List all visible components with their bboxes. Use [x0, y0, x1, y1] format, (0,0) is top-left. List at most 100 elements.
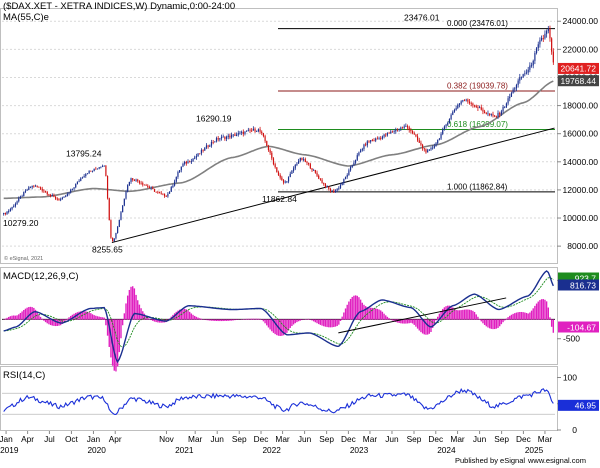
macd-histogram-bar: [229, 319, 231, 321]
candle-body: [537, 44, 539, 49]
macd-histogram-bar: [39, 316, 42, 320]
candle-body: [135, 179, 137, 181]
macd-histogram-bar: [157, 319, 159, 323]
macd-histogram-bar: [329, 319, 332, 328]
candle-body: [338, 187, 340, 189]
candle-body: [244, 131, 246, 134]
candle-body: [410, 129, 412, 132]
macd-histogram-bar: [343, 312, 345, 320]
candle-body: [195, 156, 197, 158]
candle-body: [199, 153, 201, 155]
candle-body: [210, 142, 213, 146]
candle-body: [432, 147, 434, 149]
macd-histogram-bar: [425, 319, 427, 335]
macd-histogram-bar: [115, 319, 117, 372]
candle-body: [442, 129, 444, 134]
macd-histogram-bar: [182, 308, 184, 320]
candle-body: [48, 194, 50, 196]
candle-body: [232, 134, 234, 136]
price-y-tick-label: 14000.00: [563, 157, 599, 167]
candle-body: [160, 192, 162, 194]
macd-histogram-bar: [334, 319, 337, 327]
candle-body: [492, 114, 494, 116]
macd-histogram-bar: [408, 319, 410, 324]
macd-histogram-bar: [380, 310, 382, 320]
macd-histogram-bar: [388, 318, 390, 320]
candle-body: [168, 191, 171, 194]
macd-histogram-bar: [135, 294, 137, 320]
macd-histogram-bar: [495, 319, 498, 329]
candle-body: [499, 112, 501, 115]
candle-body: [524, 73, 526, 75]
macd-histogram-bar: [106, 319, 109, 336]
candle-body: [3, 213, 5, 214]
macd-histogram-bar: [410, 319, 412, 323]
candle-body: [222, 136, 224, 138]
candle-body: [56, 198, 58, 200]
candle-body: [29, 187, 32, 189]
candle-body: [484, 111, 486, 114]
candle-body: [500, 111, 502, 115]
macd-histogram-bar: [465, 309, 467, 320]
macd-histogram-bar: [514, 313, 516, 320]
x-month-label: Dec: [516, 434, 531, 444]
x-year-label: 2023: [350, 445, 369, 455]
macd-histogram-bar: [510, 314, 513, 320]
macd-histogram-bar: [480, 319, 482, 322]
macd-histogram-bar: [363, 304, 365, 320]
candle-body: [214, 141, 216, 143]
price-y-tick-label: 16000.00: [563, 129, 599, 139]
footer-esignal-link[interactable]: www.esignal.com: [527, 456, 586, 465]
candle-body: [363, 144, 365, 150]
macd-histogram-bar: [116, 319, 119, 367]
candle-body: [343, 179, 345, 183]
x-year-label: 2025: [525, 445, 544, 455]
macd-histogram-bar: [269, 319, 271, 330]
candle-body: [520, 76, 523, 78]
macd-histogram-bar: [18, 314, 20, 320]
candle-body: [261, 131, 263, 134]
price-extreme-label: 11862.84: [262, 194, 297, 204]
candle-body: [96, 168, 99, 170]
x-month-label: Jan: [0, 434, 13, 444]
macd-histogram-bar: [70, 315, 72, 320]
macd-histogram-bar: [43, 319, 45, 321]
candle-body: [78, 180, 80, 182]
price-y-tick-label: 8000.00: [567, 241, 598, 251]
macd-histogram-bar: [519, 312, 521, 320]
candle-body: [281, 177, 283, 181]
candle-body: [324, 183, 327, 187]
candle-body: [115, 232, 117, 239]
macd-histogram-bar: [137, 300, 139, 320]
macd-histogram-bar: [271, 319, 273, 332]
candle-body: [230, 134, 233, 138]
macd-histogram-bar: [59, 319, 62, 326]
footer-published-by: Published by eSignal: [455, 456, 525, 465]
macd-histogram-bar: [351, 296, 353, 320]
candle-body: [373, 140, 375, 142]
macd-histogram-bar: [405, 319, 407, 324]
fib-level-label: 0.382 (19039.78): [447, 81, 508, 90]
macd-histogram-bar: [6, 317, 8, 320]
x-month-label: Nov: [159, 434, 175, 444]
candle-body: [70, 189, 72, 193]
x-month-label: Dec: [254, 434, 269, 444]
price-y-axis: 8000.00 10000.00 12000.00 14000.00 16000.00 1…: [557, 16, 598, 251]
macd-value-badge-label: 816.73: [570, 280, 596, 290]
macd-histogram-bar: [48, 319, 50, 325]
macd-histogram-bar: [311, 319, 313, 321]
candle-body: [204, 147, 206, 151]
macd-histogram-bar: [462, 309, 464, 320]
candle-body: [539, 40, 541, 45]
candle-body: [247, 129, 249, 131]
macd-trendline: [338, 297, 507, 334]
candle-body: [172, 185, 174, 188]
candle-body: [143, 184, 146, 186]
candle-body: [18, 198, 20, 202]
macd-histogram-bar: [297, 319, 300, 322]
candle-body: [472, 103, 474, 106]
macd-histogram-bar: [100, 316, 102, 320]
candle-body: [55, 196, 57, 199]
macd-histogram-bar: [413, 319, 415, 325]
macd-histogram-bar: [545, 301, 548, 320]
